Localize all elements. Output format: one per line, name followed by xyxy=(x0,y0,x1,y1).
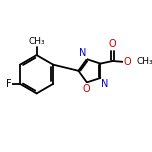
Text: O: O xyxy=(82,84,90,94)
Text: CH₃: CH₃ xyxy=(28,36,45,45)
Text: F: F xyxy=(6,79,11,89)
Text: CH₃: CH₃ xyxy=(136,57,152,66)
Text: N: N xyxy=(79,48,86,58)
Text: N: N xyxy=(101,79,109,89)
Text: O: O xyxy=(109,39,116,49)
Text: O: O xyxy=(124,57,131,67)
